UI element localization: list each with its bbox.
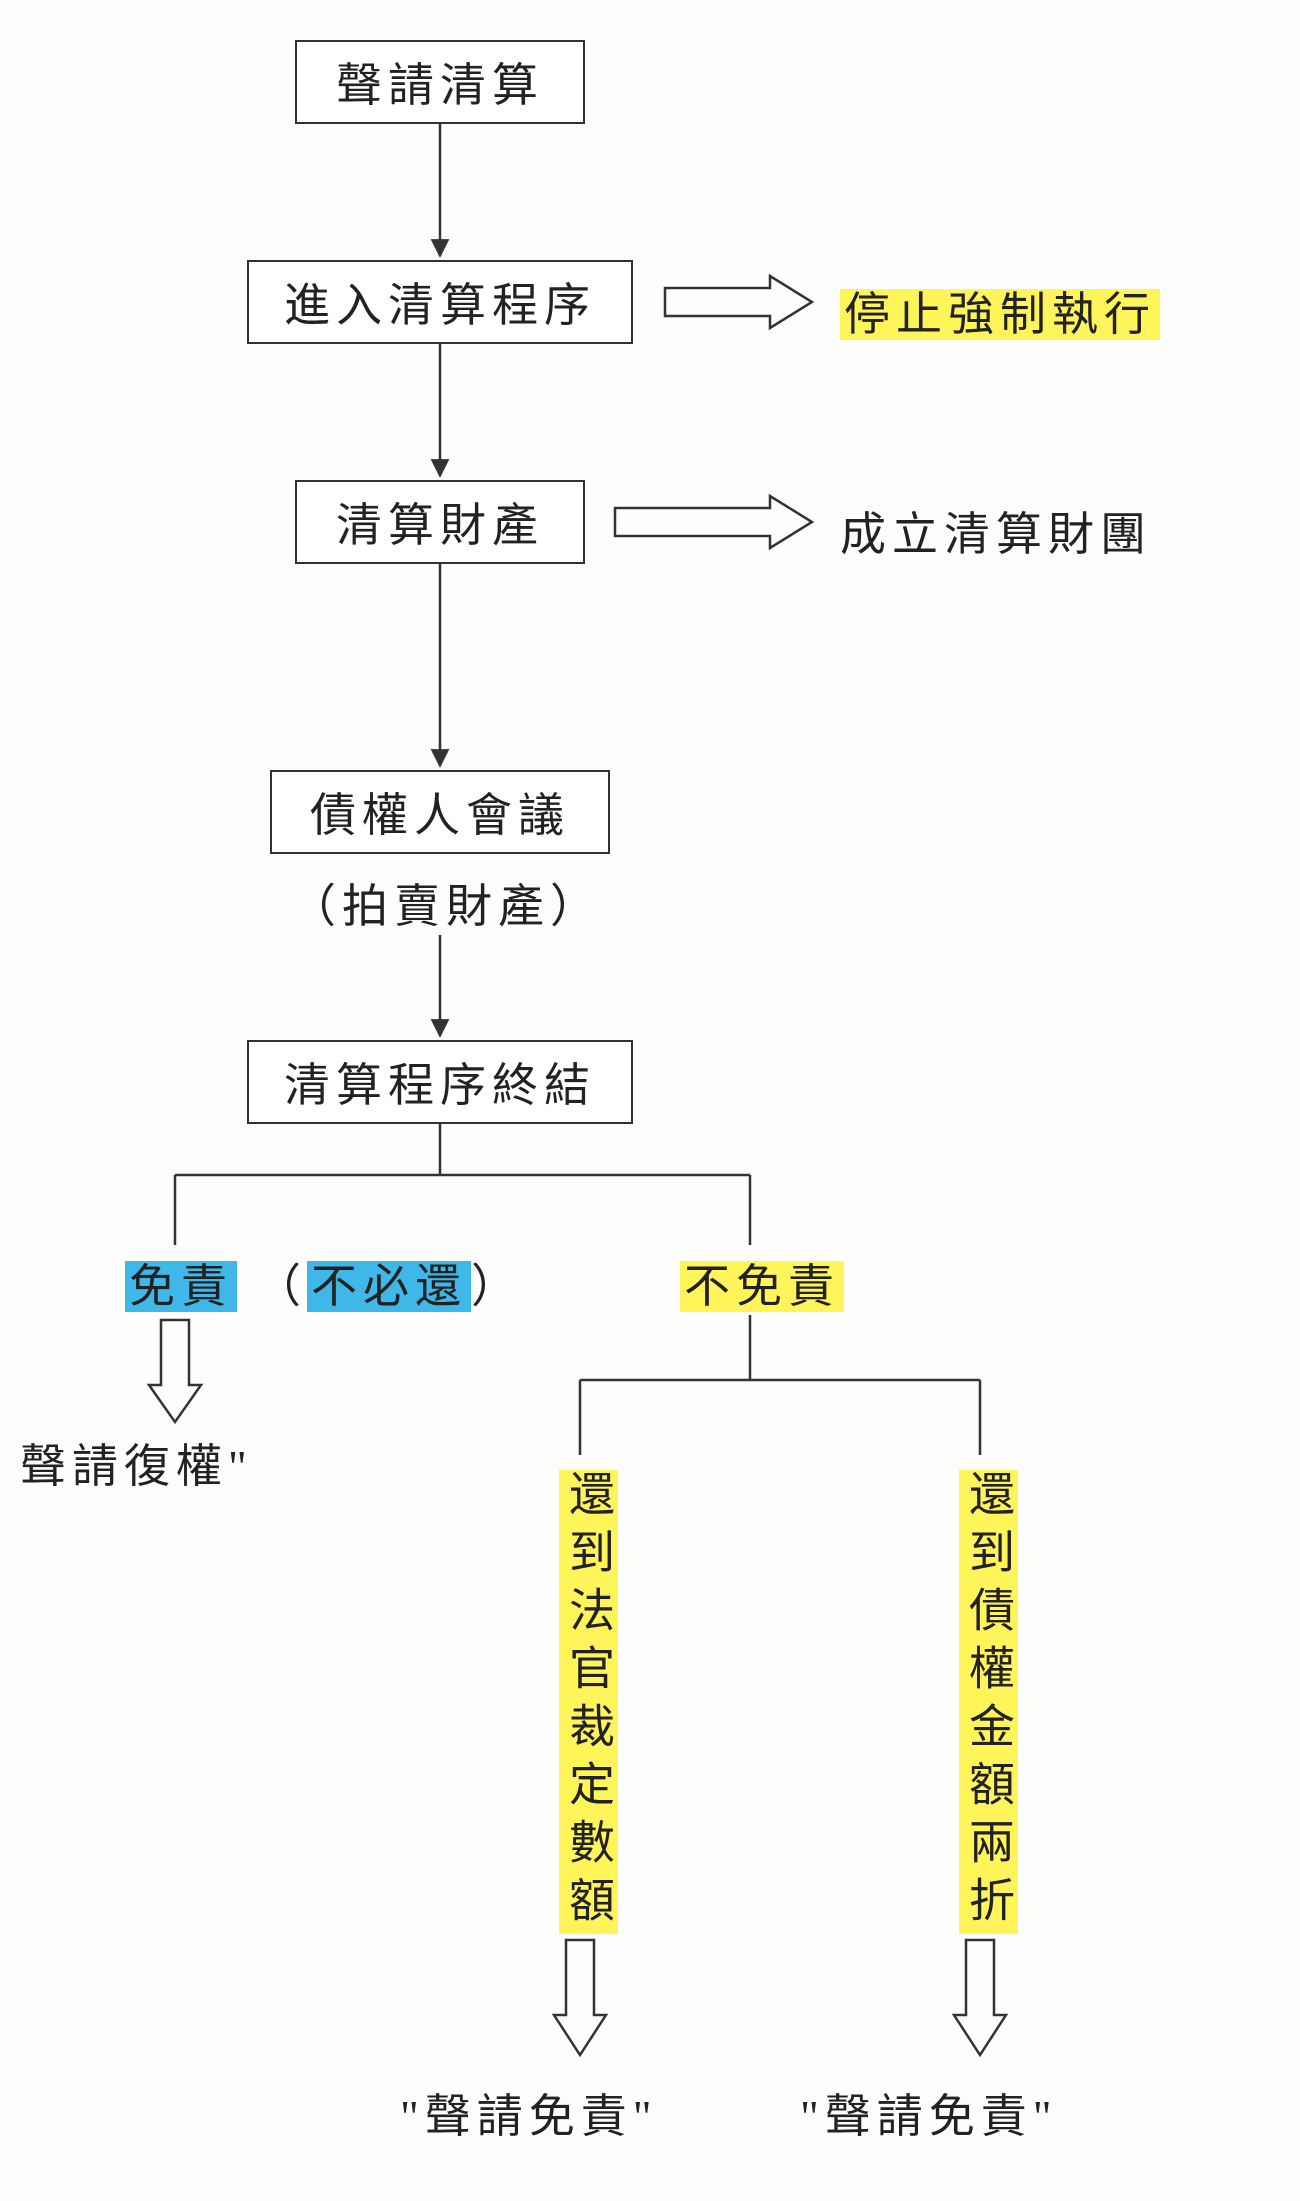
hollow-arrow-down-b [954,1940,1006,2055]
hollow-arrow-right-2 [615,496,812,548]
fork-main [175,1124,750,1245]
connectors [0,0,1300,2201]
hollow-arrow-down-a [554,1940,606,2055]
hollow-arrow-down-left [149,1320,201,1422]
fork-right [580,1315,980,1455]
hollow-arrow-right-1 [665,276,812,328]
